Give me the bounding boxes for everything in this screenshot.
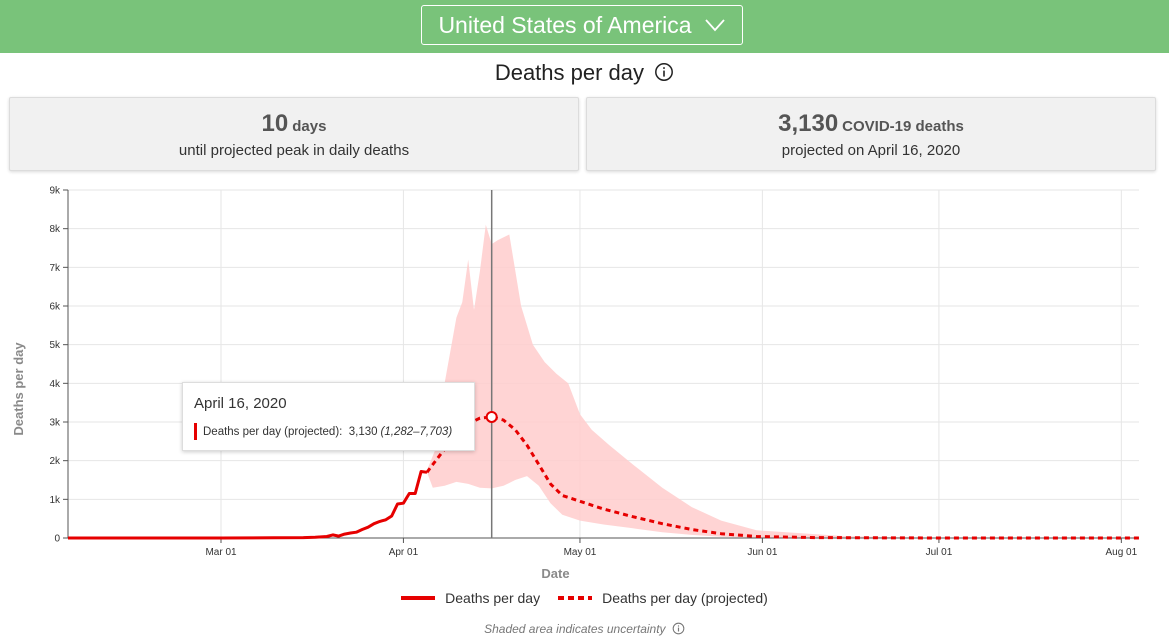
legend-item-observed[interactable]: Deaths per day — [401, 590, 540, 606]
y-tick-label: 7k — [49, 263, 61, 274]
legend-swatch-dashed — [558, 596, 593, 600]
x-tick-label: Aug 01 — [1105, 547, 1137, 558]
y-tick-label: 6k — [49, 302, 61, 313]
uncertainty-band — [427, 224, 1139, 539]
peak-deaths-card: 3,130 COVID-19 deaths projected on April … — [586, 97, 1156, 171]
y-tick-label: 3k — [49, 418, 61, 429]
y-tick-label: 4k — [49, 379, 61, 390]
peak-days-unit: days — [292, 118, 327, 135]
y-tick-label: 2k — [49, 456, 61, 467]
peak-days-value: 10 — [261, 110, 289, 137]
info-icon[interactable] — [654, 62, 674, 88]
peak-deaths-unit: COVID-19 deaths — [842, 118, 964, 135]
y-tick-label: 1k — [49, 495, 61, 506]
country-select-label: United States of America — [438, 11, 692, 38]
x-tick-label: Jun 01 — [747, 547, 777, 558]
chart-tooltip: April 16, 2020 Deaths per day (projected… — [182, 382, 475, 451]
chart-legend: Deaths per day Deaths per day (projected… — [0, 590, 1169, 606]
legend-label-projected: Deaths per day (projected) — [602, 590, 768, 606]
y-tick-label: 5k — [49, 340, 61, 351]
chevron-down-icon — [704, 18, 726, 32]
peak-deaths-value: 3,130 — [778, 110, 839, 137]
peak-days-subtitle: until projected peak in daily deaths — [178, 142, 410, 159]
x-axis-label: Date — [541, 566, 569, 581]
deaths-per-day-chart[interactable]: 0 1k 2k 3k 4k 5k 6k 7k 8k 9k Mar 01 Apr 01 May 01 Jun… — [0, 175, 1169, 585]
tooltip-row: Deaths per day (projected): 3,130 (1,282… — [194, 423, 452, 440]
legend-swatch-solid — [401, 596, 436, 600]
info-icon[interactable] — [672, 622, 685, 638]
hover-marker-point — [485, 410, 498, 423]
legend-item-projected[interactable]: Deaths per day (projected) — [558, 590, 768, 606]
y-axis-label: Deaths per day — [11, 342, 26, 436]
observed-series-line — [68, 470, 428, 540]
y-tick-label: 0 — [54, 534, 60, 545]
legend-label-observed: Deaths per day — [445, 590, 541, 606]
peak-deaths-subtitle: projected on April 16, 2020 — [781, 142, 961, 159]
country-select[interactable]: United States of America — [421, 5, 743, 45]
peak-days-card: 10 days until projected peak in daily dea… — [9, 97, 579, 171]
uncertainty-footnote: Shaded area indicates uncertainty — [0, 622, 1169, 638]
x-tick-label: Jul 01 — [926, 547, 953, 558]
tooltip-value: 3,130 — [348, 425, 378, 438]
tooltip-series-name: Deaths per day (projected): — [203, 425, 343, 438]
tooltip-date: April 16, 2020 — [194, 395, 287, 412]
x-tick-label: May 01 — [564, 547, 597, 558]
page-title-text: Deaths per day — [494, 60, 645, 85]
page-title: Deaths per day — [0, 60, 1169, 88]
x-tick-label: Mar 01 — [205, 547, 237, 558]
tooltip-series-swatch — [194, 423, 197, 440]
y-tick-label: 9k — [49, 186, 61, 197]
y-tick-label: 8k — [49, 224, 61, 235]
x-tick-label: Apr 01 — [389, 547, 419, 558]
header-bar: United States of America — [0, 0, 1169, 53]
footnote-text: Shaded area indicates uncertainty — [484, 622, 666, 636]
tooltip-range: (1,282–7,703) — [380, 425, 453, 438]
